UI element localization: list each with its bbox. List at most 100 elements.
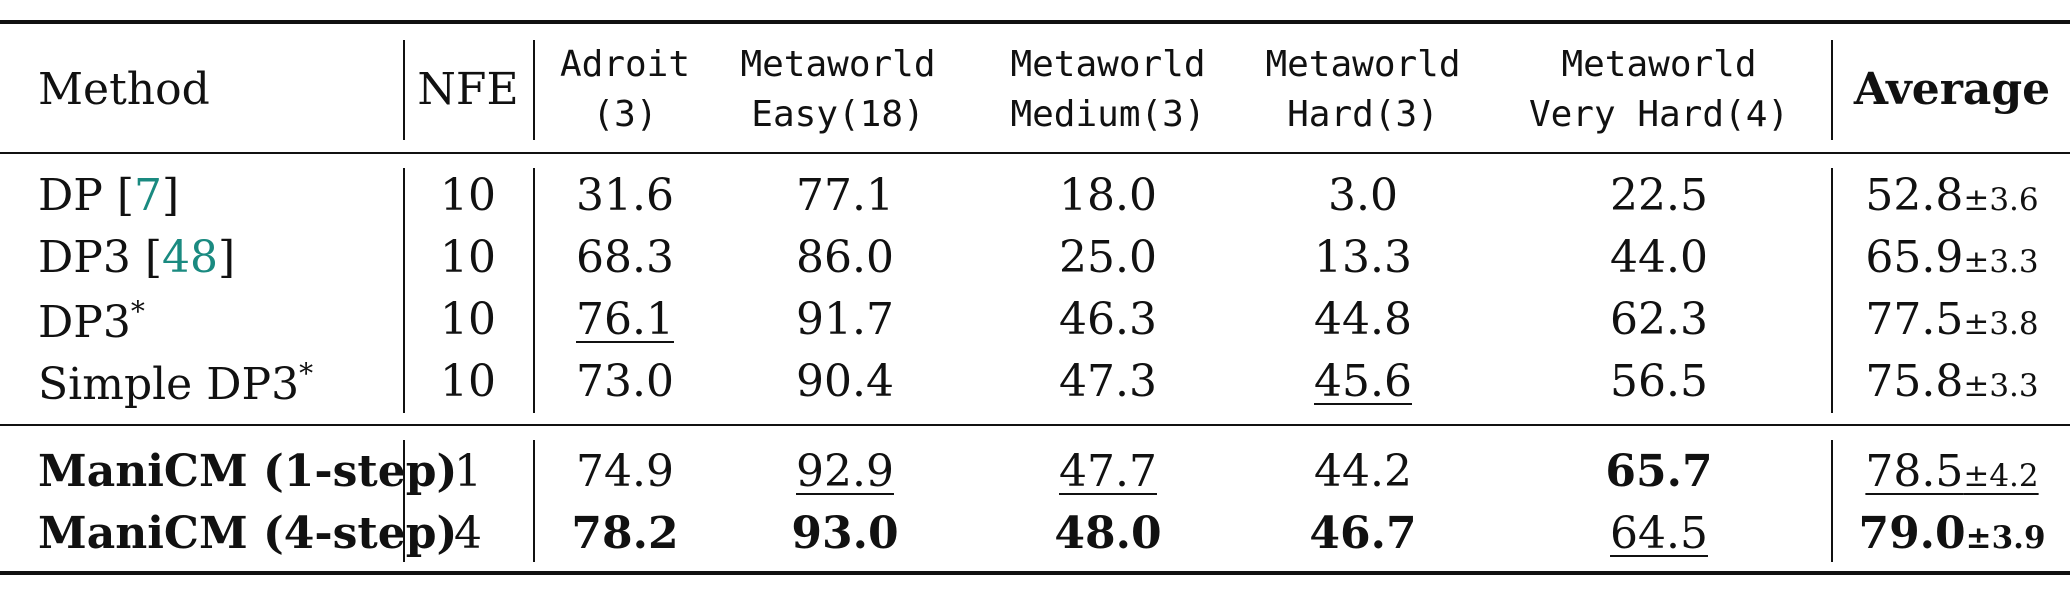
row-dp3-star-average: 77.5±3.8 [1865, 298, 2038, 342]
vrule-average [1831, 440, 1833, 562]
vrule-nfe [533, 40, 535, 140]
avg-value: 75.8 [1865, 356, 1964, 407]
header-vhard-line1: Metaworld [1561, 44, 1757, 85]
row-dp-nfe: 10 [440, 170, 496, 221]
avg-std: ±3.6 [1963, 182, 2039, 218]
header-average: Average [1853, 64, 2051, 115]
avg-std: ±4.2 [1963, 458, 2039, 494]
row-manicm-1step-nfe: 1 [454, 446, 482, 497]
row-manicm-4step-easy: 93.0 [791, 508, 899, 559]
row-dp3-star-hard: 44.8 [1314, 294, 1412, 345]
citation-link[interactable]: 7 [134, 170, 163, 221]
top-rule [0, 20, 2070, 24]
header-medium-line2: Medium(3) [1010, 94, 1206, 135]
row-dp-hard: 3.0 [1328, 170, 1398, 221]
star-marker: * [130, 295, 145, 328]
header-nfe: NFE [417, 64, 519, 115]
citation-link[interactable]: 48 [162, 232, 219, 283]
row-dp3-easy: 86.0 [796, 232, 894, 283]
row-manicm-1step-medium: 47.7 [1059, 446, 1157, 497]
avg-value: 79.0 [1858, 508, 1966, 559]
vrule-method [403, 168, 405, 413]
row-simple-dp3-average: 75.8±3.3 [1865, 360, 2038, 404]
row-dp3-hard: 13.3 [1314, 232, 1412, 283]
row-manicm-1step-hard: 44.2 [1314, 446, 1412, 497]
row-dp3-method: DP3 [48] [38, 232, 236, 283]
row-dp3-vhard: 44.0 [1610, 232, 1708, 283]
row-dp-adroit: 31.6 [576, 170, 674, 221]
vrule-method [403, 440, 405, 562]
header-adroit-line2: (3) [592, 94, 658, 135]
row-dp-average: 52.8±3.6 [1865, 174, 2038, 218]
header-metaworld-very-hard: Metaworld Very Hard(4) [1529, 40, 1789, 140]
header-adroit-line1: Adroit [559, 44, 691, 85]
row-dp-medium: 18.0 [1059, 170, 1157, 221]
avg-std: ±3.3 [1963, 244, 2039, 280]
row-simple-dp3-vhard: 56.5 [1610, 356, 1708, 407]
row-manicm-1step-easy: 92.9 [796, 446, 894, 497]
vrule-average [1831, 40, 1833, 140]
avg-std: ±3.8 [1963, 306, 2039, 342]
avg-value: 65.9 [1865, 232, 1964, 283]
row-manicm-4step-average: 79.0±3.9 [1858, 512, 2045, 556]
group-rule [0, 424, 2070, 426]
row-manicm-1step-average: 78.5±4.2 [1865, 450, 2038, 494]
header-hard-line1: Metaworld [1265, 44, 1461, 85]
vrule-nfe [533, 168, 535, 413]
avg-value: 78.5 [1865, 446, 1964, 497]
row-simple-dp3-easy: 90.4 [796, 356, 894, 407]
row-dp3-adroit: 68.3 [576, 232, 674, 283]
header-metaworld-easy: Metaworld Easy(18) [740, 40, 935, 140]
row-manicm-1step-method: ManiCM (1-step) [38, 446, 458, 497]
avg-std: ±3.9 [1965, 520, 2046, 556]
row-simple-dp3-nfe: 10 [440, 356, 496, 407]
vrule-nfe [533, 440, 535, 562]
row-dp-method: DP [7] [38, 170, 180, 221]
row-dp3-average: 65.9±3.3 [1865, 236, 2038, 280]
star-marker: * [299, 357, 314, 390]
row-dp3-medium: 25.0 [1059, 232, 1157, 283]
row-dp-easy: 77.1 [796, 170, 894, 221]
row-manicm-4step-hard: 46.7 [1309, 508, 1417, 559]
row-dp3-nfe: 10 [440, 232, 496, 283]
row-manicm-4step-nfe: 4 [454, 508, 482, 559]
header-hard-line2: Hard(3) [1287, 94, 1439, 135]
row-dp3-star-vhard: 62.3 [1610, 294, 1708, 345]
row-dp3-star-method: DP3* [38, 298, 145, 345]
vrule-method [403, 40, 405, 140]
header-easy-line1: Metaworld [740, 44, 936, 85]
row-dp3-star-easy: 91.7 [796, 294, 894, 345]
header-easy-line2: Easy(18) [751, 94, 925, 135]
row-dp3-star-nfe: 10 [440, 294, 496, 345]
row-manicm-4step-method: ManiCM (4-step) [38, 508, 458, 559]
method-label: DP3 [38, 297, 131, 348]
avg-std: ±3.3 [1963, 368, 2039, 404]
row-simple-dp3-medium: 47.3 [1059, 356, 1157, 407]
method-label: DP [38, 170, 103, 221]
row-manicm-1step-adroit: 74.9 [576, 446, 674, 497]
avg-value: 52.8 [1865, 170, 1964, 221]
row-manicm-4step-vhard: 64.5 [1610, 508, 1708, 559]
avg-value: 77.5 [1865, 294, 1964, 345]
header-method: Method [38, 64, 210, 115]
header-rule [0, 152, 2070, 154]
row-manicm-4step-medium: 48.0 [1054, 508, 1162, 559]
row-manicm-4step-adroit: 78.2 [571, 508, 679, 559]
header-medium-line1: Metaworld [1010, 44, 1206, 85]
header-metaworld-hard: Metaworld Hard(3) [1265, 40, 1460, 140]
vrule-average [1831, 168, 1833, 413]
method-label: DP3 [38, 232, 131, 283]
header-vhard-line2: Very Hard(4) [1528, 94, 1790, 135]
header-metaworld-medium: Metaworld Medium(3) [1010, 40, 1205, 140]
row-simple-dp3-hard: 45.6 [1314, 356, 1412, 407]
bottom-rule [0, 571, 2070, 575]
row-simple-dp3-adroit: 73.0 [576, 356, 674, 407]
row-dp3-star-medium: 46.3 [1059, 294, 1157, 345]
row-dp3-star-adroit: 76.1 [576, 294, 674, 345]
header-adroit: Adroit (3) [560, 40, 690, 140]
method-label: Simple DP3 [38, 359, 300, 410]
row-manicm-1step-vhard: 65.7 [1605, 446, 1713, 497]
row-dp-vhard: 22.5 [1610, 170, 1708, 221]
row-simple-dp3-method: Simple DP3* [38, 360, 313, 407]
